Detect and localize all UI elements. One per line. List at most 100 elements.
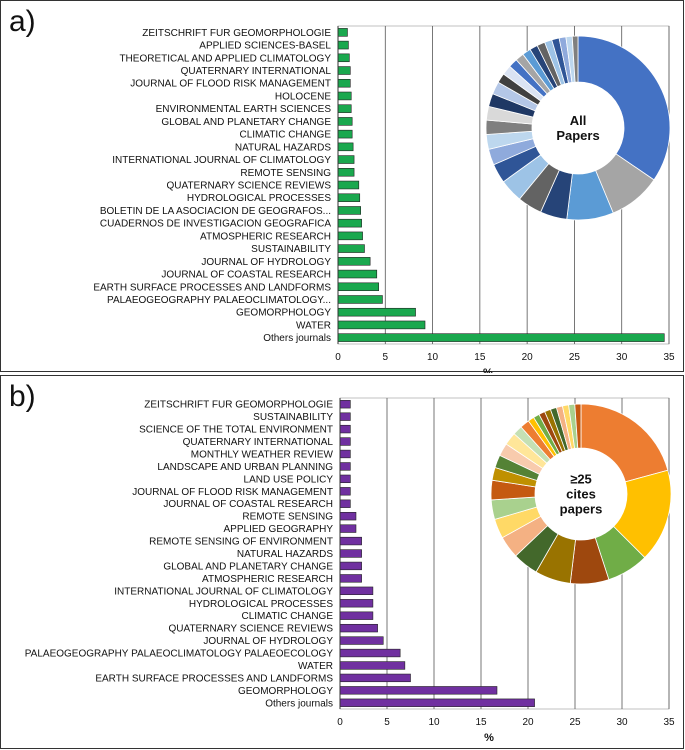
category-label: Others journals xyxy=(263,333,331,344)
bar xyxy=(339,400,351,409)
category-label: WATER xyxy=(298,661,333,672)
bar xyxy=(337,117,353,126)
x-tick-label: 10 xyxy=(428,717,440,728)
category-label: LANDSCAPE AND URBAN PLANNING xyxy=(157,462,333,473)
bar xyxy=(339,673,411,683)
x-tick-label: 20 xyxy=(522,717,534,728)
category-label: INTERNATIONAL JOURNAL OF CLIMATOLOGY xyxy=(112,155,331,166)
bar xyxy=(337,206,361,215)
x-tick-label: 25 xyxy=(569,717,581,728)
bar xyxy=(339,412,351,421)
category-label: JOURNAL OF COASTAL RESEARCH xyxy=(161,270,331,281)
bar xyxy=(339,623,378,633)
category-label: GLOBAL AND PLANETARY CHANGE xyxy=(163,561,333,572)
category-label: REMOTE SENSING OF ENVIRONMENT xyxy=(149,537,333,548)
bar xyxy=(339,462,351,471)
bar xyxy=(339,549,362,558)
x-tick-label: 15 xyxy=(475,717,487,728)
category-label: HYDROLOGICAL PROCESSES xyxy=(187,193,331,204)
category-label: APPLIED SCIENCES-BASEL xyxy=(199,41,331,52)
bar xyxy=(337,40,349,50)
category-label: REMOTE SENSING xyxy=(242,512,333,523)
chart-panel-a: a) 0 5 10 15 20 25 30 35% ZEITSCHRIFT FUR GEOMOR… xyxy=(0,0,684,373)
x-tick-label: 10 xyxy=(427,352,439,363)
category-label: PALAEOGEOGRAPHY PALAEOCLIMATOLOGY... xyxy=(107,295,331,306)
category-label: QUATERNARY SCIENCE REVIEWS xyxy=(167,181,332,192)
category-label: ENVIRONMENTAL EARTH SCIENCES xyxy=(156,104,332,115)
bar xyxy=(339,536,362,546)
category-label: CLIMATIC CHANGE xyxy=(242,611,334,622)
category-label: HYDROLOGICAL PROCESSES xyxy=(189,599,333,610)
category-label: EARTH SURFACE PROCESSES AND LANDFORMS xyxy=(95,673,333,684)
category-label: MONTHLY WEATHER REVIEW xyxy=(191,449,334,460)
donut-center-text: Papers xyxy=(556,128,599,143)
x-axis-title: % xyxy=(483,367,493,373)
category-label: HOLOCENE xyxy=(275,91,331,102)
bar xyxy=(337,218,362,228)
category-label: ZEITSCHRIFT FUR GEOMORPHOLOGIE xyxy=(142,28,331,39)
bar xyxy=(339,636,384,645)
x-tick-label: 0 xyxy=(335,352,341,363)
bar xyxy=(337,333,665,342)
donut-center-text: cites xyxy=(566,487,596,502)
bar xyxy=(337,78,351,88)
donut-hole xyxy=(535,448,627,540)
panel-label-a: a) xyxy=(9,5,36,38)
category-label: WATER xyxy=(296,320,331,331)
bar xyxy=(337,180,360,190)
bar xyxy=(337,155,355,164)
x-tick-label: 15 xyxy=(474,352,486,363)
bar xyxy=(337,168,355,177)
donut-center-text: ≥25 xyxy=(570,472,592,487)
bar xyxy=(339,648,401,658)
x-tick-label: 30 xyxy=(616,352,628,363)
bar xyxy=(339,474,351,484)
x-tick-label: 35 xyxy=(663,352,675,363)
bar xyxy=(339,661,406,670)
bar xyxy=(337,104,352,113)
category-label: CUADERNOS DE INVESTIGACION GEOGRAFICA xyxy=(100,219,331,230)
bar xyxy=(339,698,535,707)
category-label: THEORETICAL AND APPLIED CLIMATOLOGY xyxy=(119,53,331,64)
category-label: JOURNAL OF FLOOD RISK MANAGEMENT xyxy=(132,487,333,498)
x-tick-label: 0 xyxy=(337,717,343,728)
category-label: INTERNATIONAL JOURNAL OF CLIMATOLOGY xyxy=(114,586,333,597)
category-label: JOURNAL OF COASTAL RESEARCH xyxy=(163,499,333,510)
bar xyxy=(339,574,362,583)
bar xyxy=(337,320,426,330)
category-label: JOURNAL OF HYDROLOGY xyxy=(203,636,333,647)
x-tick-label: 20 xyxy=(522,352,534,363)
category-label: NATURAL HAZARDS xyxy=(237,549,333,560)
category-label: JOURNAL OF FLOOD RISK MANAGEMENT xyxy=(130,79,331,90)
bar xyxy=(337,244,365,253)
x-axis-title: % xyxy=(484,732,494,744)
category-label: JOURNAL OF HYDROLOGY xyxy=(201,257,331,268)
chart-panel-b: b) 0 5 10 15 20 25 30 35% ZEITSCHRIFT FUR GEOMOR… xyxy=(0,375,684,749)
donut-center-text: All xyxy=(570,113,587,128)
category-label: SCIENCE OF THE TOTAL ENVIRONMENT xyxy=(139,425,333,436)
category-label: LAND USE POLICY xyxy=(244,474,334,485)
category-label: REMOTE SENSING xyxy=(240,168,331,179)
bar xyxy=(337,53,350,63)
x-tick-label: 35 xyxy=(663,717,675,728)
category-label: SUSTAINABILITY xyxy=(253,412,333,423)
category-label: GLOBAL AND PLANETARY CHANGE xyxy=(161,117,331,128)
bar xyxy=(339,424,351,434)
x-tick-label: 5 xyxy=(383,352,389,363)
bar-chart-b: 0 5 10 15 20 25 30 35% ZEITSCHRIFT FUR GEOMORPHO… xyxy=(25,397,675,744)
bar xyxy=(337,142,354,152)
bar-chart-a: 0 5 10 15 20 25 30 35% ZEITSCHRIFT FUR GEOMORPHO… xyxy=(93,25,675,373)
bar xyxy=(339,487,351,496)
category-label: CLIMATIC CHANGE xyxy=(240,130,332,141)
bar xyxy=(339,599,374,608)
bar xyxy=(337,231,363,241)
bar xyxy=(339,611,374,620)
donut-hole xyxy=(532,82,624,174)
bar xyxy=(339,586,374,595)
bar xyxy=(339,512,357,521)
bar xyxy=(339,437,351,446)
category-label: Others journals xyxy=(265,698,333,709)
category-label: APPLIED GEOGRAPHY xyxy=(224,524,334,535)
